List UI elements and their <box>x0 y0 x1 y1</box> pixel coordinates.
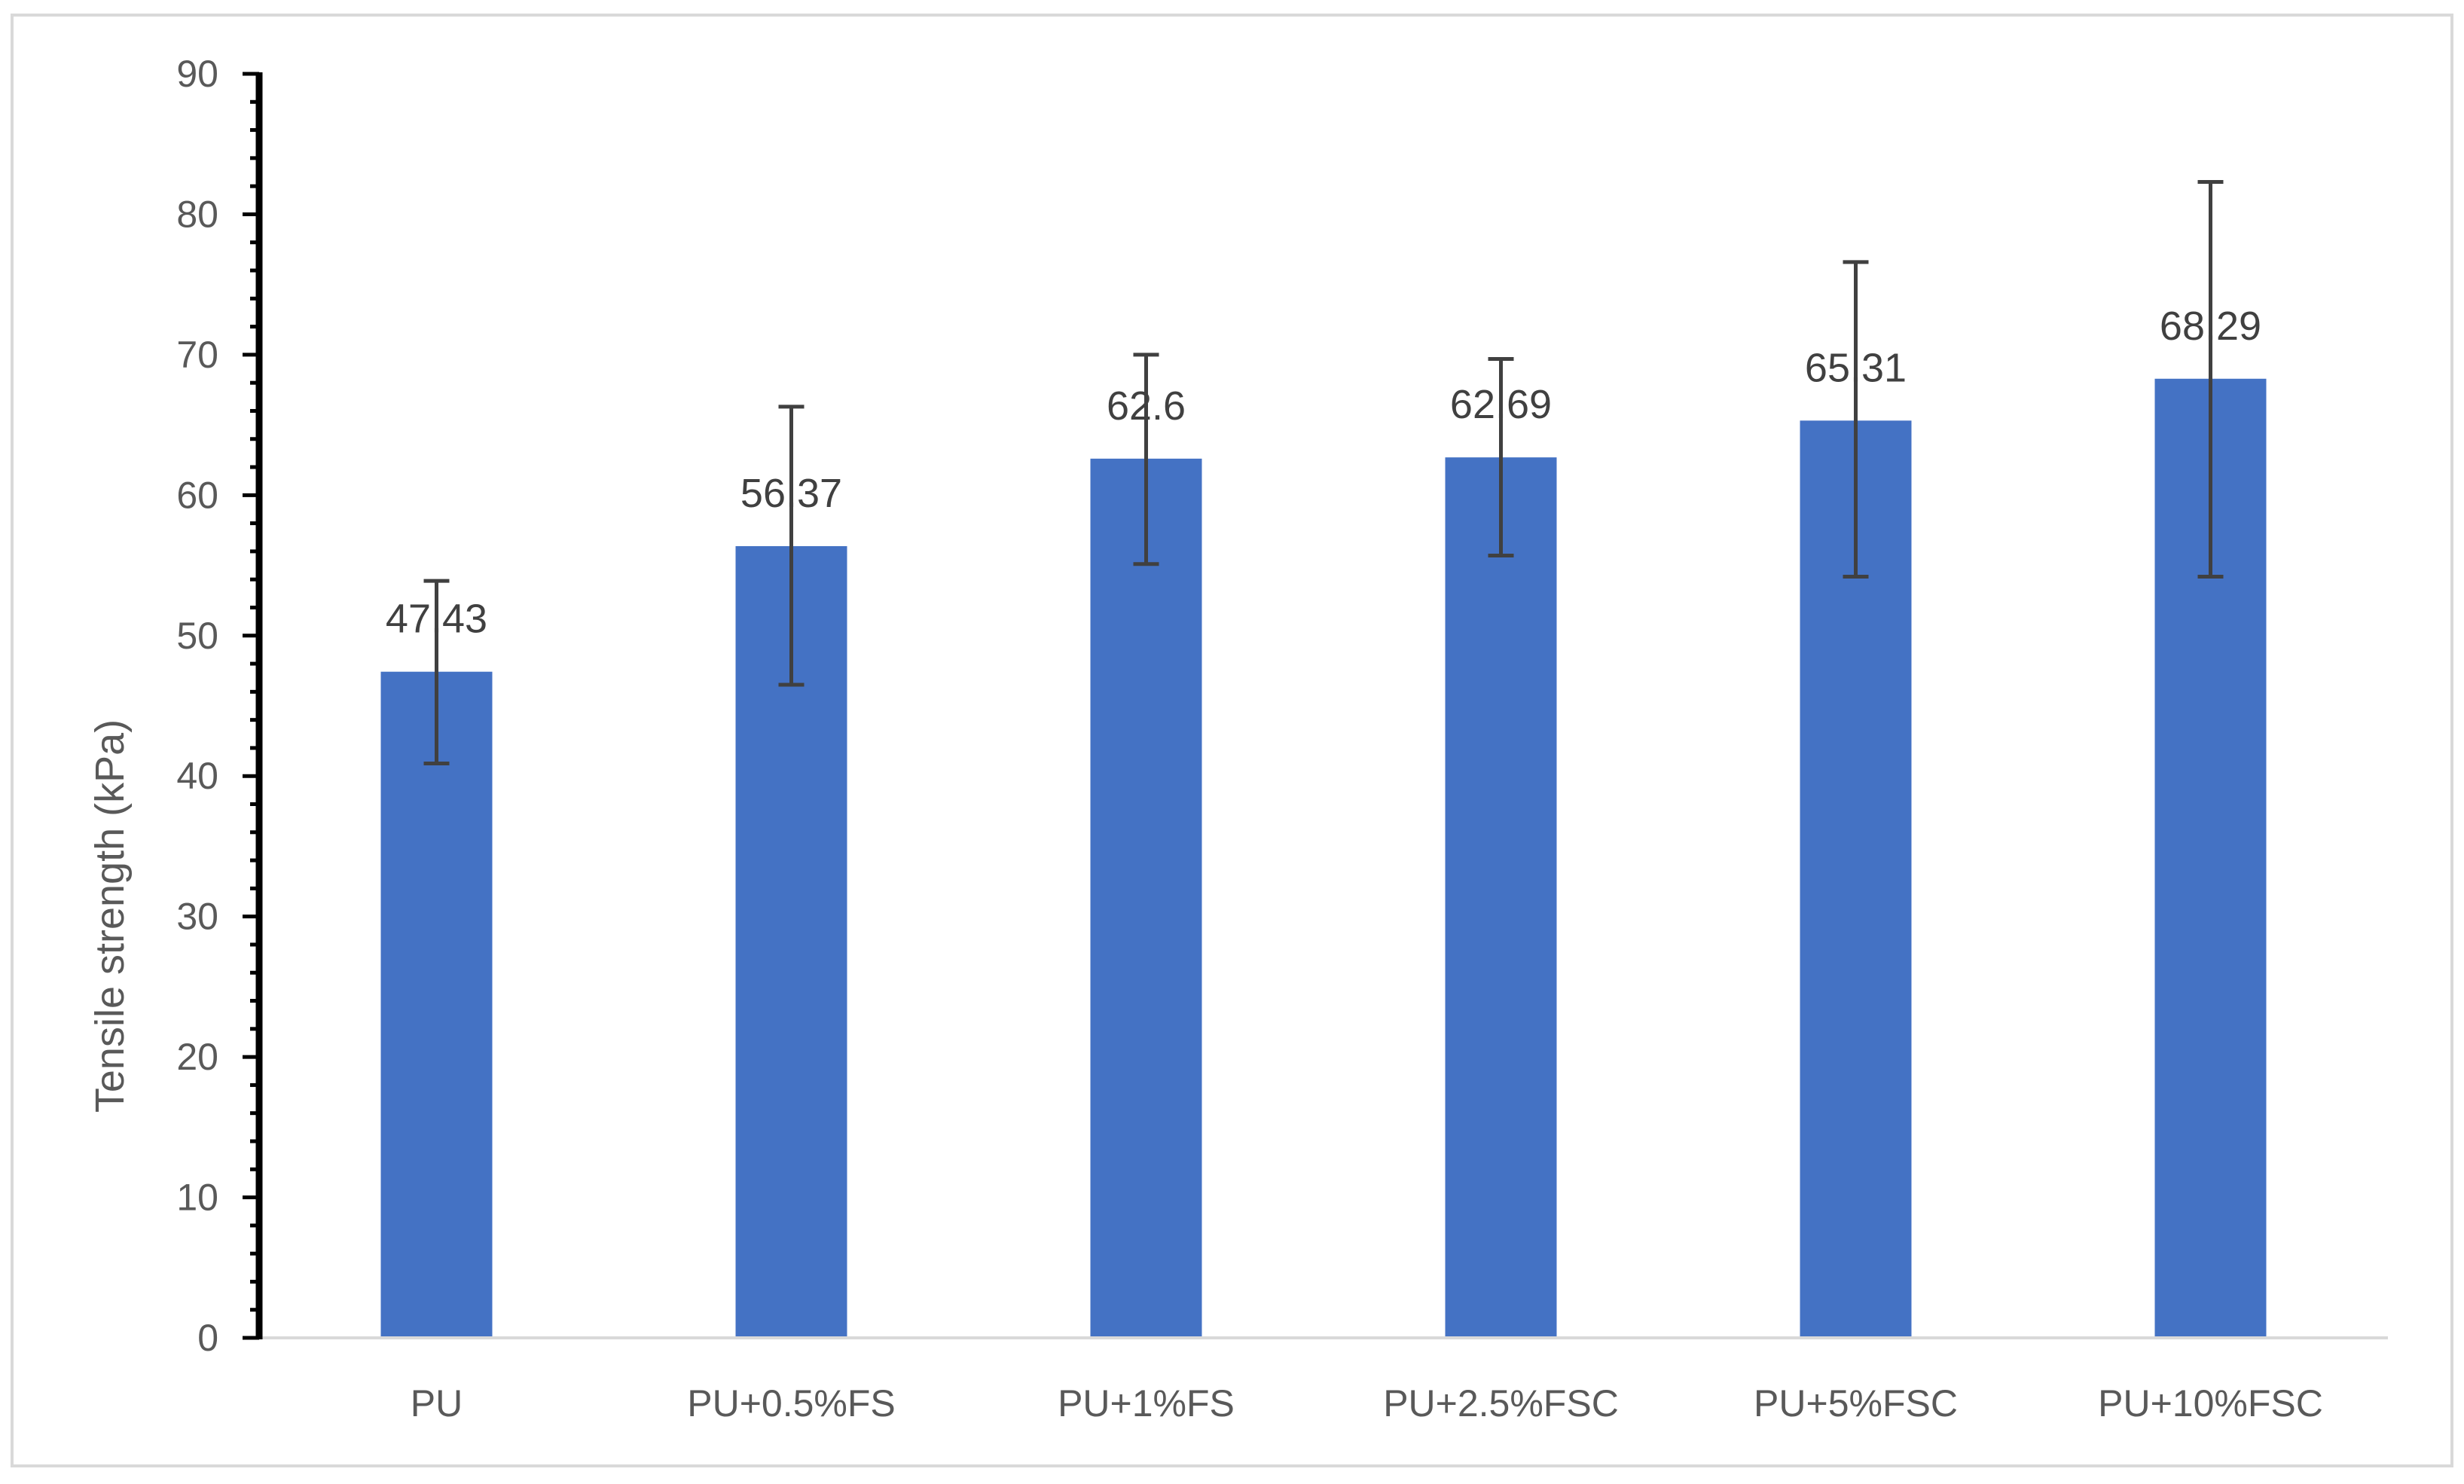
y-tick-label: 50 <box>176 615 218 657</box>
data-label-PU: 47.43 <box>386 597 487 642</box>
x-tick-label-PU+2.5%FSC: PU+2.5%FSC <box>1383 1382 1619 1424</box>
bars <box>380 378 2267 1339</box>
bar-PU <box>380 671 493 1338</box>
y-tick-label: 0 <box>197 1317 218 1359</box>
error-bar-PU+5%FSC <box>1843 260 1869 579</box>
y-tick-label: 70 <box>176 334 218 376</box>
y-axis-title: Tensile strength (kPa) <box>87 719 133 1113</box>
error-bar-PU+0.5%FS <box>778 405 805 687</box>
error-bar-PU+2.5%FSC <box>1488 356 1514 558</box>
y-tick-label: 10 <box>176 1177 218 1219</box>
error-bar-PU+1%FS <box>1133 353 1159 566</box>
y-tick-label: 40 <box>176 755 218 797</box>
data-label-PU+5%FSC: 65.31 <box>1805 345 1907 390</box>
y-tick-label: 60 <box>176 474 218 516</box>
x-tick-label-PU+0.5%FS: PU+0.5%FS <box>687 1382 896 1424</box>
y-tick-label: 20 <box>176 1036 218 1078</box>
error-bar-PU <box>423 579 450 765</box>
data-labels: 47.43 56.37 62.6 62.69 65.31 68.29 <box>386 304 2261 642</box>
data-label-PU+1%FS: 62.6 <box>1107 383 1186 429</box>
y-tick-label: 30 <box>176 896 218 938</box>
axes <box>255 72 2388 1339</box>
data-label-PU+2.5%FSC: 62.69 <box>1450 382 1552 427</box>
error-bar-PU+10%FSC <box>2197 180 2224 579</box>
bar-PU+2.5%FSC <box>1445 457 1557 1339</box>
x-tick-label-PU+10%FSC: PU+10%FSC <box>2098 1382 2323 1424</box>
x-tick-label-PU+1%FS: PU+1%FS <box>1058 1382 1235 1424</box>
x-tick-labels: PU PU+0.5%FS PU+1%FS PU+2.5%FSC PU+5%FSC PU+1… <box>411 1382 2323 1424</box>
y-ticks: 0 10 20 30 40 50 60 70 80 90 <box>176 53 259 1359</box>
bar-PU+1%FS <box>1090 458 1202 1338</box>
error-bars <box>423 180 2224 765</box>
y-axis-title-group: Tensile strength (kPa) <box>87 719 133 1113</box>
data-label-PU+0.5%FS: 56.37 <box>740 471 842 516</box>
x-tick-label-PU: PU <box>411 1382 463 1424</box>
x-tick-label-PU+5%FSC: PU+5%FSC <box>1754 1382 1958 1424</box>
y-tick-label: 80 <box>176 193 218 235</box>
data-label-PU+10%FSC: 68.29 <box>2160 304 2261 349</box>
y-tick-label: 90 <box>176 53 218 95</box>
